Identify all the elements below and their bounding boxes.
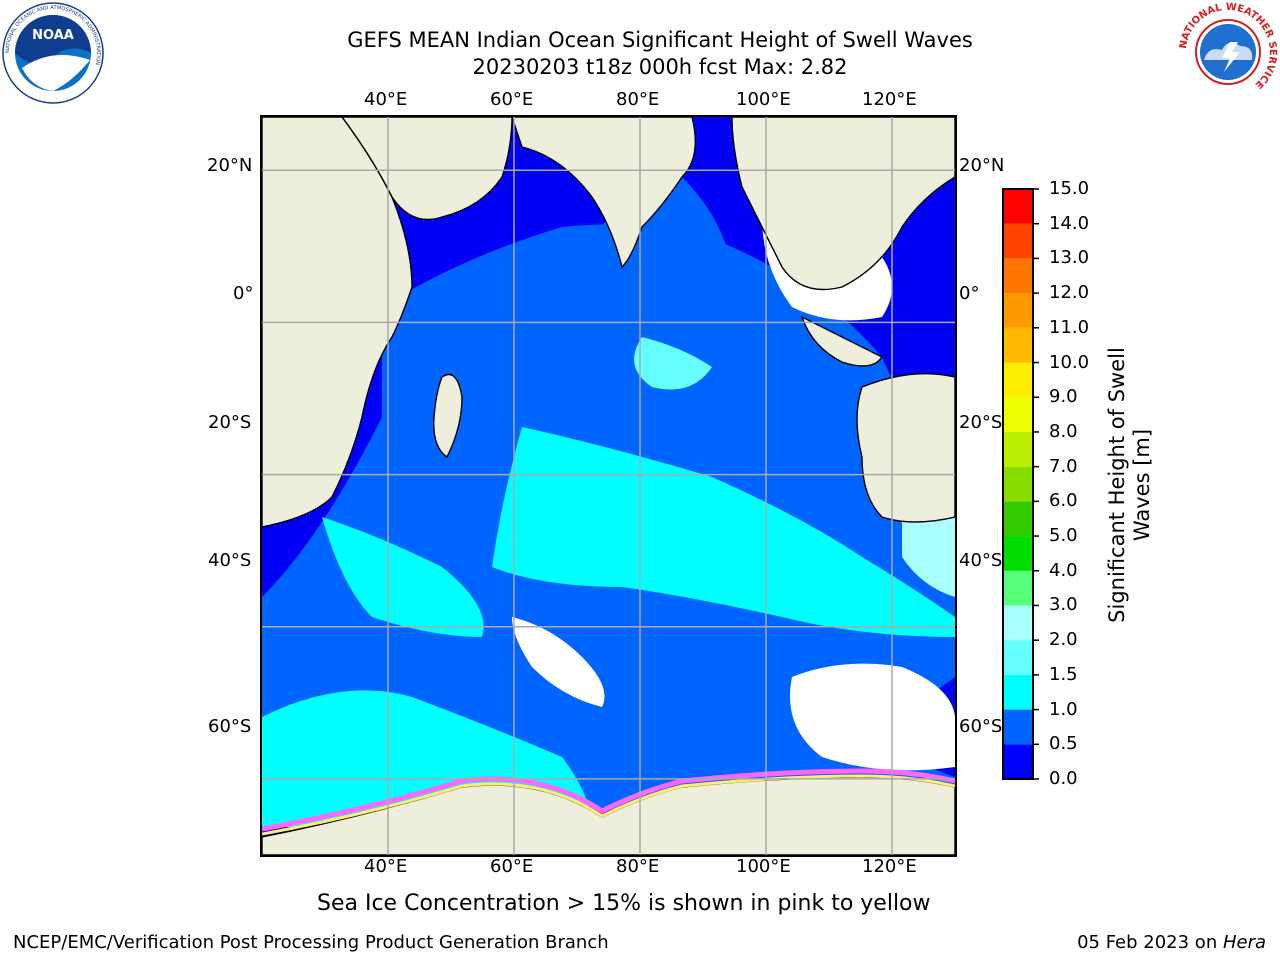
noaa-logo: NATIONAL OCEANIC AND ATMOSPHERIC ADMINIS… xyxy=(2,2,104,104)
land-arabia xyxy=(341,117,513,221)
lon-label-bottom: 40°E xyxy=(364,856,408,877)
colorbar-tick-label: 5.0 xyxy=(1049,525,1078,547)
lat-label-left: 40°S xyxy=(208,550,252,571)
colorbar-bin xyxy=(1003,189,1033,224)
lat-label-right: 40°S xyxy=(959,550,1003,571)
colorbar-bin xyxy=(1003,674,1033,710)
colorbar-tick-label: 14.0 xyxy=(1049,212,1090,234)
colorbar-tick-label: 3.0 xyxy=(1049,594,1078,616)
ice-mask-south xyxy=(790,663,955,771)
ice-mask-kerguelen xyxy=(512,617,605,707)
colorbar-tick-label: 8.0 xyxy=(1049,420,1078,442)
sea-ice-edge-pink xyxy=(262,768,955,832)
colorbar-frame xyxy=(1002,188,1034,780)
colorbar-tick-label: 11.0 xyxy=(1049,316,1090,338)
colorbar-bin xyxy=(1003,397,1033,432)
colorbar-bin xyxy=(1003,223,1033,259)
colorbar-bin xyxy=(1003,605,1033,641)
lat-label-left: 20°S xyxy=(208,412,252,433)
colorbar-tick-label: 0.0 xyxy=(1049,768,1078,789)
colorbar-bin xyxy=(1003,466,1033,502)
lat-label-left: 20°N xyxy=(207,155,253,176)
lat-label-right: 20°S xyxy=(959,412,1003,433)
land-madagascar xyxy=(433,373,463,459)
sea-ice-edge xyxy=(262,768,955,836)
colorbar-tick-label: 9.0 xyxy=(1049,386,1078,408)
colorbar-tick-label: 4.0 xyxy=(1049,559,1078,581)
lat-label-left: 60°S xyxy=(208,716,252,737)
swell-region-2-0 xyxy=(634,337,712,390)
lon-label-top: 60°E xyxy=(490,89,534,110)
lon-label-top: 80°E xyxy=(616,89,660,110)
footer-credit: NCEP/EMC/Verification Post Processing Pr… xyxy=(13,932,609,953)
swell-region-1-5 xyxy=(492,427,955,637)
swell-height-map xyxy=(260,115,957,857)
colorbar-tick-label: 0.5 xyxy=(1049,733,1078,755)
colorbar-tick-label: 15.0 xyxy=(1049,178,1090,199)
lon-label-top: 40°E xyxy=(364,89,408,110)
colorbar-tick-label: 6.0 xyxy=(1049,490,1078,512)
gridlines xyxy=(262,117,955,855)
sea-ice-note: Sea Ice Concentration > 15% is shown in … xyxy=(317,891,931,916)
colorbar-bin xyxy=(1003,501,1033,537)
lat-label-right: 20°N xyxy=(959,155,1005,176)
footer-date: 05 Feb 2023 on Hera xyxy=(1077,932,1266,954)
colorbar-tick-label: 1.0 xyxy=(1049,698,1078,720)
lon-label-bottom: 60°E xyxy=(490,856,534,877)
colorbar-bin xyxy=(1003,362,1033,398)
nws-logo: NATIONAL WEATHER SERVICE xyxy=(1178,2,1278,101)
lon-label-top: 100°E xyxy=(736,89,791,110)
colorbar-tick-label: 13.0 xyxy=(1049,247,1090,269)
chart-title: GEFS MEAN Indian Ocean Significant Heigh… xyxy=(347,28,973,52)
chart-subtitle: 20230203 t18z 000h fcst Max: 2.82 xyxy=(472,55,848,79)
colorbar-bin xyxy=(1003,327,1033,363)
colorbar-tick-label: 1.5 xyxy=(1049,663,1078,685)
lat-label-right: 60°S xyxy=(959,716,1003,737)
colorbar-tick-label: 2.0 xyxy=(1049,629,1078,651)
land-australia xyxy=(856,373,955,523)
colorbar-bin xyxy=(1003,258,1033,294)
lon-label-bottom: 120°E xyxy=(862,856,917,877)
colorbar-bin xyxy=(1003,570,1033,606)
lon-label-bottom: 80°E xyxy=(616,856,660,877)
lon-label-bottom: 100°E xyxy=(736,856,791,877)
colorbar-title: Significant Height of Swell Waves [m] xyxy=(1105,347,1154,623)
swell-region-1-5-west xyxy=(322,517,484,637)
colorbar-bin xyxy=(1003,709,1033,745)
colorbar-tick-label: 10.0 xyxy=(1049,351,1090,373)
colorbar-bin xyxy=(1003,293,1033,328)
lat-label-right: 0° xyxy=(959,283,980,304)
colorbar-bin xyxy=(1003,536,1033,571)
colorbar-bin xyxy=(1003,640,1033,675)
footer-machine: Hera xyxy=(1222,932,1266,953)
sea-ice-edge-yellow xyxy=(262,774,955,836)
lon-label-top: 120°E xyxy=(862,89,917,110)
land-southeast-asia xyxy=(731,117,955,291)
land-sumatra xyxy=(800,315,884,367)
colorbar-tick-label: 7.0 xyxy=(1049,455,1078,477)
colorbar-tick-label: 12.0 xyxy=(1049,282,1090,304)
map-canvas xyxy=(262,117,955,855)
svg-text:NOAA: NOAA xyxy=(32,28,74,43)
colorbar xyxy=(1002,188,1039,780)
colorbar-bin xyxy=(1003,744,1033,779)
footer-date-text: 05 Feb 2023 on xyxy=(1077,932,1223,953)
colorbar-bin xyxy=(1003,431,1033,467)
lat-label-left: 0° xyxy=(233,283,254,304)
land xyxy=(262,117,955,855)
